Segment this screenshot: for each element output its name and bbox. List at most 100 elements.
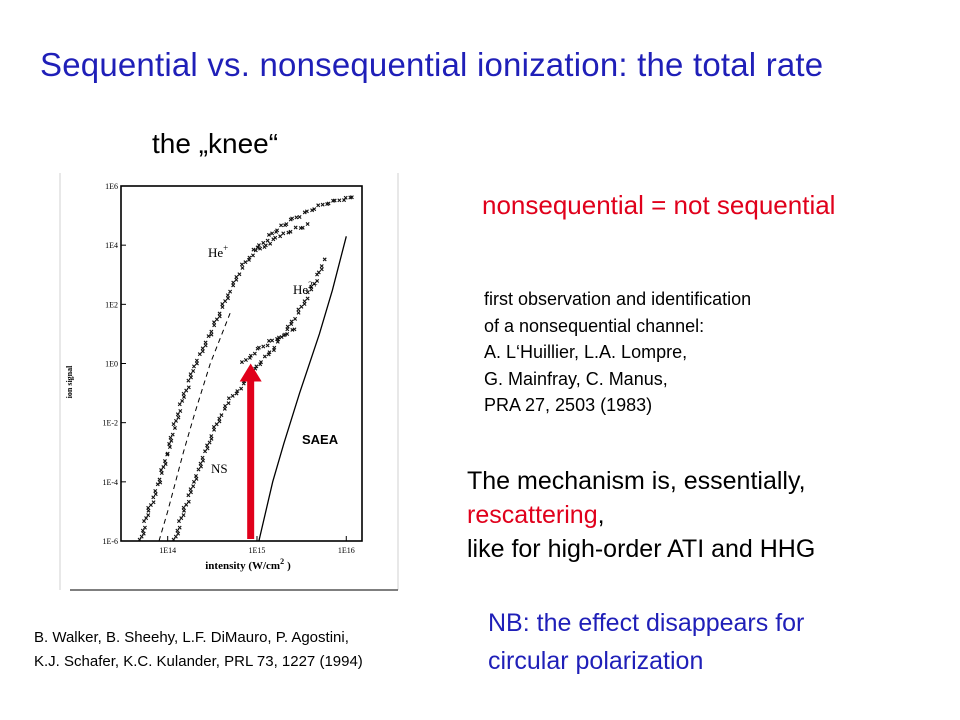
series-layer (137, 195, 354, 542)
data-point (315, 278, 320, 283)
y-tick-label: 1E-2 (102, 419, 118, 428)
data-point (270, 338, 275, 343)
data-point (205, 443, 210, 448)
data-point (302, 210, 307, 215)
data-point (176, 531, 181, 536)
first-observation-line: PRA 27, 2503 (1983) (484, 395, 653, 415)
data-point (265, 343, 270, 348)
first-observation-line: G. Mainfray, C. Manus, (484, 368, 668, 389)
data-point (225, 293, 230, 298)
data-point (199, 464, 203, 469)
data-point (250, 253, 255, 258)
data-point (289, 319, 294, 324)
data-point (326, 201, 331, 206)
data-point (266, 352, 271, 357)
data-point (300, 225, 305, 230)
data-point (182, 508, 187, 513)
data-point (162, 459, 167, 464)
data-point (188, 490, 193, 495)
data-point (200, 346, 205, 351)
data-point (186, 385, 191, 390)
reference-citation: B. Walker, B. Sheehy, L.F. DiMauro, P. A… (34, 626, 363, 674)
data-point (151, 495, 156, 500)
data-point (310, 208, 315, 213)
data-point (230, 393, 235, 398)
rescattering-highlight: rescattering (467, 501, 598, 529)
data-point (296, 307, 301, 312)
plot-frame (120, 185, 363, 542)
first-observation-line: first observation and identification (484, 289, 752, 309)
data-point (167, 445, 172, 450)
data-point (258, 246, 263, 251)
data-point (180, 398, 185, 403)
data-point (223, 299, 228, 304)
data-point (186, 499, 191, 504)
data-point (239, 262, 244, 267)
nb-note-line: NB: the effect disappears for (488, 609, 805, 637)
data-point (255, 245, 260, 250)
data-point (265, 238, 270, 243)
data-point (191, 368, 196, 373)
ion-yield-plot: 1E6 1E4 1E2 1E0 1E-2 1E-4 1E-6 1E14 1E15 1E16 io… (59, 173, 399, 591)
x-tick-label: 1E15 (249, 546, 266, 555)
data-point (258, 362, 263, 367)
data-point (293, 225, 298, 230)
data-point (197, 352, 202, 357)
y-tick-label: 1E-4 (102, 478, 118, 487)
data-point (203, 340, 208, 345)
data-point (140, 528, 145, 533)
data-point (171, 422, 176, 427)
data-point (319, 264, 324, 269)
ns-label: NS (211, 461, 228, 476)
data-point (148, 503, 153, 508)
data-point (217, 311, 222, 316)
data-point (142, 525, 147, 530)
data-point (169, 438, 174, 443)
data-point (167, 441, 172, 446)
data-point (292, 327, 297, 332)
nonsequential-definition: nonsequential = not sequential (482, 190, 836, 220)
data-point (261, 344, 266, 349)
data-point (184, 388, 189, 393)
data-point (181, 391, 186, 396)
knee-label: the „knee“ (152, 128, 279, 159)
data-point (302, 299, 307, 304)
data-point (247, 355, 252, 360)
data-point (263, 243, 268, 248)
data-point (332, 198, 337, 203)
y-tick-label: 1E6 (105, 182, 118, 191)
data-point (337, 198, 342, 203)
data-point (200, 455, 205, 460)
data-point (186, 493, 191, 498)
saea-label: SAEA (302, 432, 339, 447)
data-point (290, 216, 295, 221)
data-point (198, 461, 203, 466)
data-point (172, 425, 177, 430)
data-point (299, 304, 304, 309)
red-arrow-head (239, 363, 262, 382)
data-point (181, 513, 186, 518)
data-point (177, 402, 182, 407)
data-point (209, 434, 214, 439)
data-point (316, 203, 321, 208)
data-point (247, 255, 252, 260)
data-point (144, 516, 149, 521)
data-point (191, 364, 196, 369)
data-point (312, 281, 317, 286)
data-point (168, 435, 173, 440)
data-point (206, 334, 211, 339)
data-point (226, 396, 231, 401)
data-point (349, 195, 354, 200)
data-point (181, 505, 186, 510)
data-point (226, 401, 231, 406)
x-axis-label: intensity (W/cm2) (205, 557, 291, 572)
data-point (176, 415, 181, 420)
data-point (217, 416, 222, 421)
series-he2- (171, 257, 327, 542)
mechanism-statement: The mechanism is, essentially, rescatter… (467, 464, 815, 566)
x-tick-group: 1E14 1E15 1E16 (159, 536, 355, 555)
data-point (137, 537, 142, 542)
data-point (278, 234, 283, 239)
data-point (214, 422, 219, 427)
x-tick-label: 1E14 (159, 546, 176, 555)
